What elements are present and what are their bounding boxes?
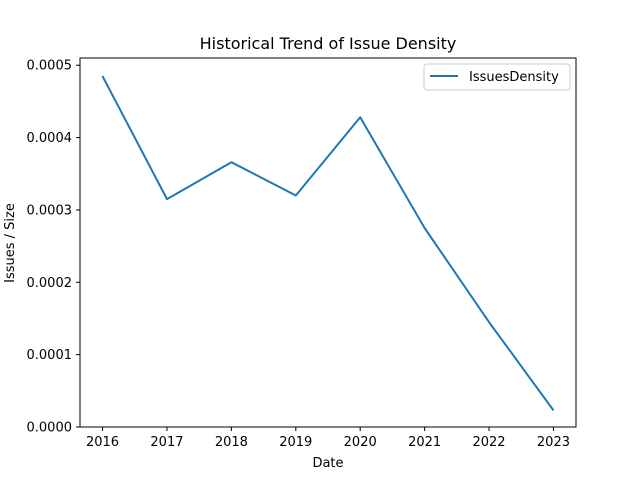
- legend: IssuesDensity: [423, 63, 571, 91]
- x-tick-label: 2016: [86, 435, 119, 450]
- y-axis-label: Issues / Size: [3, 203, 18, 283]
- x-tick-label: 2020: [344, 435, 377, 450]
- x-tick-label: 2018: [215, 435, 248, 450]
- x-tick-label: 2019: [279, 435, 312, 450]
- series-line-0: [101, 75, 555, 411]
- y-tick-label: 0.0002: [27, 276, 73, 291]
- legend-box: [423, 63, 571, 91]
- x-axis-ticks: 2016 2017 2018 2019 2020 2021 2022 2023: [86, 427, 570, 450]
- x-tick-label: 2021: [408, 435, 441, 450]
- x-axis-label: Date: [312, 456, 343, 471]
- plot-frame: [79, 57, 577, 428]
- plot-series: [101, 75, 555, 411]
- y-axis-ticks: 0.0000 0.0001 0.0002 0.0003 0.0004 0.0005: [27, 59, 80, 436]
- x-tick-label: 2023: [537, 435, 570, 450]
- y-tick-label: 0.0000: [27, 421, 73, 436]
- y-tick-label: 0.0003: [27, 203, 73, 218]
- chart-title: Historical Trend of Issue Density: [200, 34, 457, 53]
- legend-label: IssuesDensity: [469, 70, 559, 85]
- x-tick-label: 2017: [150, 435, 183, 450]
- y-tick-label: 0.0005: [27, 59, 73, 74]
- y-tick-label: 0.0001: [27, 348, 73, 363]
- x-tick-label: 2022: [472, 435, 505, 450]
- y-tick-label: 0.0004: [27, 131, 73, 146]
